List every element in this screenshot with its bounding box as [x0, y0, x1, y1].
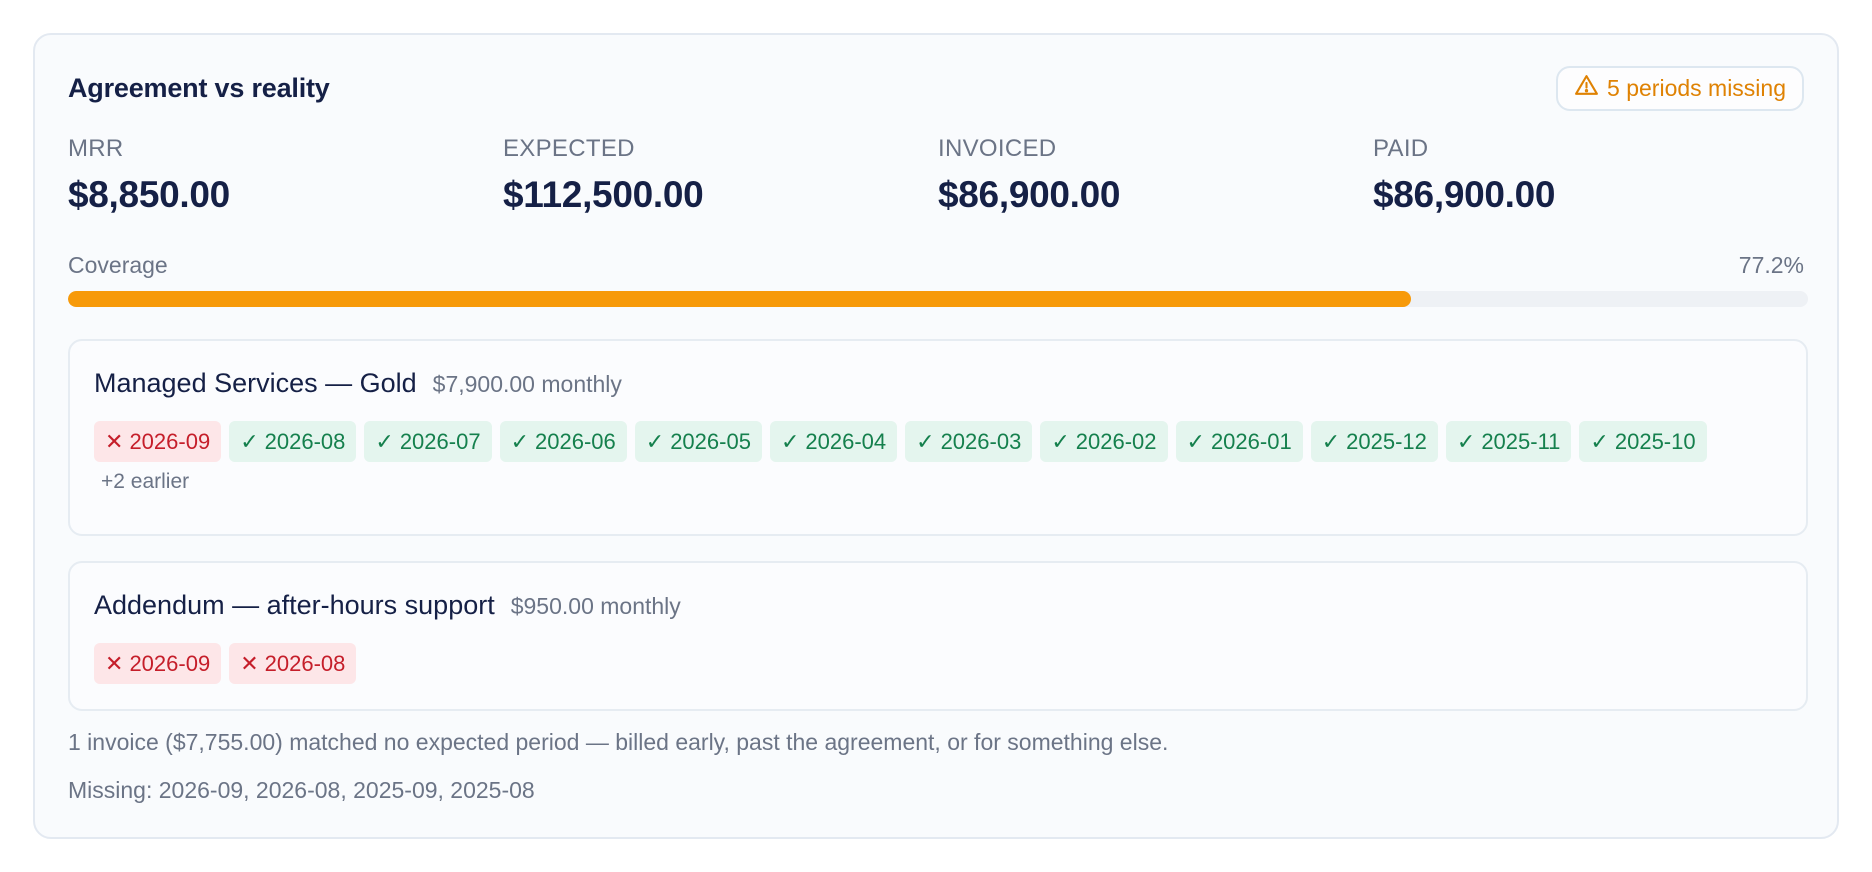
- missing-periods-text: 5 periods missing: [1607, 75, 1786, 101]
- period-chip-label: 2026-06: [535, 428, 616, 454]
- metric-label: INVOICED: [938, 135, 1057, 162]
- period-chip-label: 2026-04: [805, 428, 887, 454]
- coverage-progress-bar: [68, 291, 1808, 307]
- check-icon: ✓: [1321, 428, 1341, 454]
- period-chip-label: 2026-08: [264, 428, 346, 454]
- period-chip-paid[interactable]: ✓ 2026-07: [364, 421, 492, 462]
- unmatched-invoice-note: 1 invoice ($7,755.00) matched no expecte…: [68, 729, 1169, 755]
- period-chip-label: 2025-10: [1614, 428, 1696, 454]
- period-chip-paid[interactable]: ✓ 2026-04: [769, 421, 898, 462]
- period-chip-paid[interactable]: ✓ 2026-06: [499, 421, 627, 462]
- metric-expected: EXPECTED $112,500.00: [503, 135, 938, 216]
- period-chip-list: ✕ 2026-09 ✕ 2026-08: [94, 643, 1784, 684]
- period-chip-paid[interactable]: ✓ 2026-05: [634, 421, 762, 462]
- metric-value: $8,850.00: [68, 174, 230, 215]
- line-item-managed-services: Managed Services — Gold $7,900.00 monthl…: [68, 339, 1808, 536]
- coverage-label: Coverage: [68, 252, 168, 278]
- metric-label: PAID: [1373, 135, 1429, 162]
- missing-periods-note: Missing: 2026-09, 2026-08, 2025-09, 2025…: [68, 777, 535, 803]
- period-chip-label: 2026-05: [670, 428, 751, 454]
- period-chip-label: 2026-09: [129, 428, 211, 454]
- check-icon: ✓: [240, 428, 259, 454]
- check-icon: ✓: [1456, 428, 1476, 454]
- period-chip-label: 2025-11: [1481, 428, 1561, 454]
- card-title: Agreement vs reality: [68, 73, 330, 103]
- line-item-name: Addendum — after-hours support: [94, 590, 495, 620]
- check-icon: ✓: [645, 428, 665, 454]
- check-icon: ✓: [780, 428, 800, 454]
- period-chip-label: 2025-12: [1346, 428, 1427, 454]
- period-chip-label: 2026-01: [1210, 428, 1292, 454]
- missing-periods-badge[interactable]: 5 periods missing: [1556, 66, 1804, 111]
- warning-triangle-icon: [1574, 73, 1599, 104]
- period-chip-paid[interactable]: ✓ 2025-11: [1445, 421, 1572, 462]
- coverage-percent: 77.2%: [1738, 252, 1804, 278]
- line-item-name: Managed Services — Gold: [94, 368, 417, 398]
- period-chip-missing[interactable]: ✕ 2026-09: [94, 421, 222, 462]
- period-chip-paid[interactable]: ✓ 2025-12: [1310, 421, 1438, 462]
- check-icon: ✓: [375, 428, 394, 454]
- x-icon: ✕: [105, 650, 124, 676]
- coverage-progress-fill: [68, 291, 1412, 307]
- x-icon: ✕: [105, 428, 124, 454]
- check-icon: ✓: [1186, 428, 1205, 454]
- period-chip-paid[interactable]: ✓ 2026-02: [1040, 421, 1168, 462]
- metric-value: $86,900.00: [938, 174, 1121, 215]
- metric-paid: PAID $86,900.00: [1373, 135, 1808, 216]
- line-item-price: $7,900.00 monthly: [432, 371, 622, 397]
- period-chip-label: 2026-02: [1075, 428, 1157, 454]
- line-item-header: Managed Services — Gold $7,900.00 monthl…: [94, 368, 622, 399]
- period-chip-missing[interactable]: ✕ 2026-08: [229, 643, 357, 684]
- metric-value: $86,900.00: [1373, 174, 1556, 215]
- period-chip-label: 2026-08: [264, 650, 346, 676]
- period-chip-label: 2026-09: [129, 650, 211, 676]
- check-icon: ✓: [510, 428, 529, 454]
- period-chip-paid[interactable]: ✓ 2026-01: [1175, 421, 1303, 462]
- period-chip-paid[interactable]: ✓ 2026-03: [905, 421, 1033, 462]
- period-chip-list: ✕ 2026-09 ✓ 2026-08 ✓ 2026-07 ✓ 2026-06 ✓ 2026-05…: [94, 421, 1784, 494]
- line-item-header: Addendum — after-hours support $950.00 m…: [94, 590, 681, 621]
- metric-label: MRR: [68, 135, 124, 162]
- check-icon: ✓: [1590, 428, 1609, 454]
- period-chip-label: 2026-03: [940, 428, 1022, 454]
- period-chip-label: 2026-07: [399, 428, 481, 454]
- line-item-addendum: Addendum — after-hours support $950.00 m…: [68, 561, 1808, 711]
- x-icon: ✕: [240, 650, 259, 676]
- metric-invoiced: INVOICED $86,900.00: [938, 135, 1373, 216]
- metric-value: $112,500.00: [503, 174, 704, 215]
- line-item-price: $950.00 monthly: [510, 593, 681, 619]
- period-chip-missing[interactable]: ✕ 2026-09: [94, 643, 222, 684]
- metric-label: EXPECTED: [503, 135, 635, 162]
- check-icon: ✓: [916, 428, 935, 454]
- period-chip-paid[interactable]: ✓ 2026-08: [229, 421, 357, 462]
- metric-mrr: MRR $8,850.00: [68, 135, 503, 216]
- check-icon: ✓: [1051, 428, 1070, 454]
- agreement-card: Agreement vs reality 5 periods missing M…: [33, 33, 1839, 839]
- period-chip-paid[interactable]: ✓ 2025-10: [1579, 421, 1707, 462]
- metrics-row: MRR $8,850.00 EXPECTED $112,500.00 INVOI…: [68, 135, 1808, 216]
- earlier-periods-count[interactable]: +2 earlier: [101, 470, 190, 493]
